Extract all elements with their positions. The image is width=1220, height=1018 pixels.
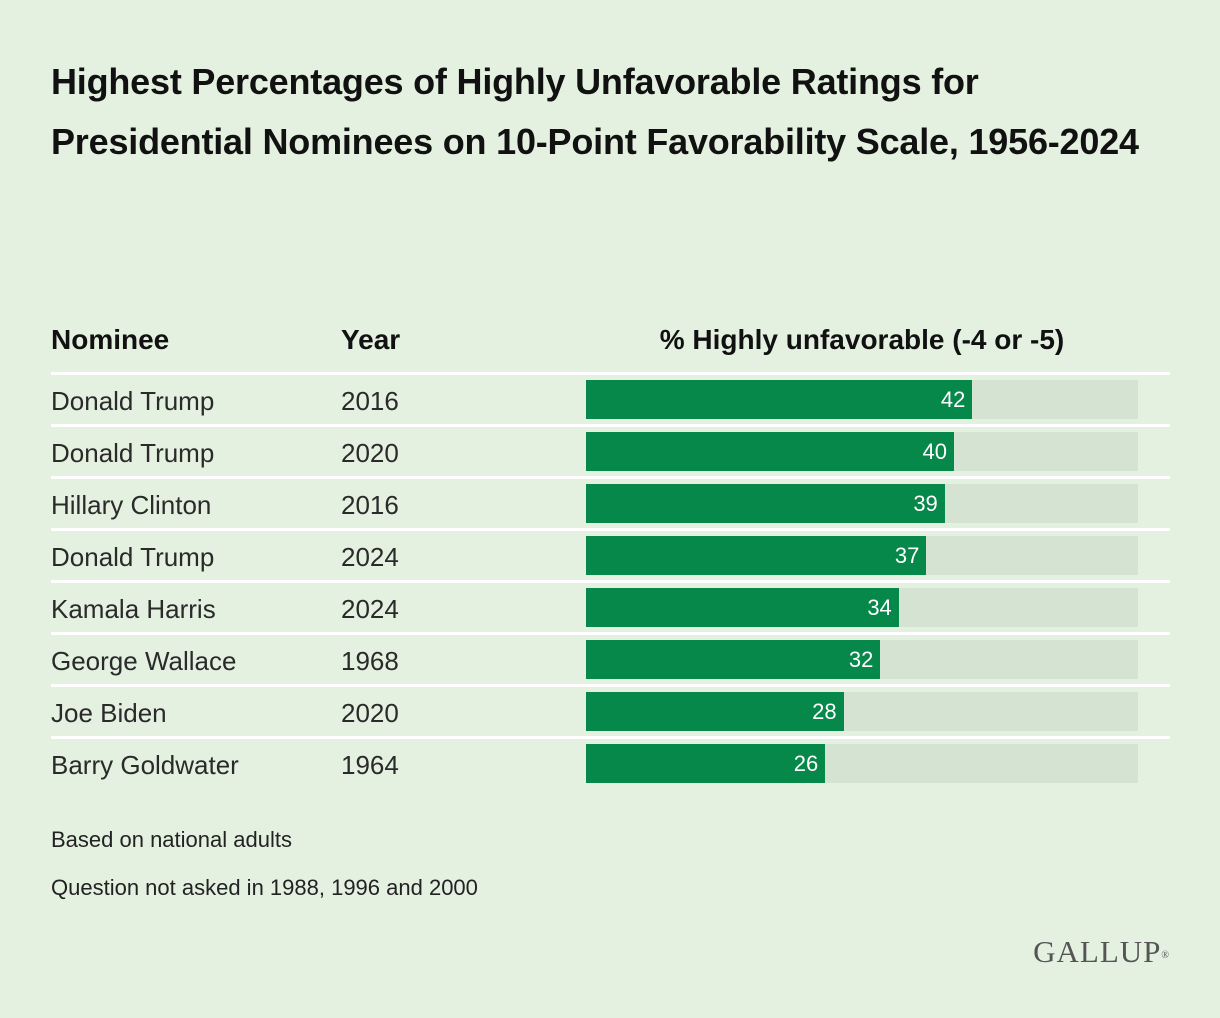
bar-value-label: 39 — [913, 491, 938, 516]
table-row: Barry Goldwater 1964 26 — [51, 736, 1170, 788]
table-row: Donald Trump 2016 42 — [51, 372, 1170, 424]
bar-track: 28 — [586, 692, 1138, 731]
nominee-name: Joe Biden — [51, 698, 167, 728]
table-row: George Wallace 1968 32 — [51, 632, 1170, 684]
bar: 40 — [586, 432, 954, 471]
table-row: Kamala Harris 2024 34 — [51, 580, 1170, 632]
footnote-sample: Based on national adults — [51, 827, 292, 852]
table-row: Joe Biden 2020 28 — [51, 684, 1170, 736]
bar-value-label: 26 — [793, 751, 819, 776]
nominee-year: 2016 — [341, 386, 399, 416]
column-header-value: % Highly unfavorable (-4 or -5) — [659, 324, 1065, 355]
bar-track: 42 — [586, 380, 1138, 419]
bar-value-label: 32 — [848, 647, 874, 672]
bar-rows: Donald Trump 2016 42 Donald Trump 2020 40 Hill… — [51, 372, 1170, 788]
nominee-name: Kamala Harris — [51, 594, 216, 624]
nominee-year: 2016 — [341, 490, 399, 520]
bar: 32 — [586, 640, 881, 679]
nominee-name: Barry Goldwater — [51, 750, 239, 780]
bar: 28 — [586, 692, 844, 731]
chart-title: Highest Percentages of Highly Unfavorabl… — [51, 61, 1139, 162]
bar-value-label: 34 — [867, 595, 892, 620]
nominee-name: Hillary Clinton — [51, 490, 212, 520]
nominee-year: 2024 — [341, 594, 399, 624]
table-row: Donald Trump 2024 37 — [51, 528, 1170, 580]
bar-track: 37 — [586, 536, 1138, 575]
bar: 26 — [586, 744, 826, 783]
bar-track: 26 — [586, 744, 1138, 783]
nominee-year: 2024 — [341, 542, 399, 572]
bar: 34 — [586, 588, 899, 627]
table-row: Donald Trump 2020 40 — [51, 424, 1170, 476]
table-row: Hillary Clinton 2016 39 — [51, 476, 1170, 528]
nominee-year: 1964 — [341, 750, 399, 780]
nominee-name: George Wallace — [51, 646, 237, 676]
nominee-year: 2020 — [341, 698, 399, 728]
column-header-nominee: Nominee — [51, 324, 170, 355]
registered-mark: ® — [1161, 950, 1169, 961]
footnote-question: Question not asked in 1988, 1996 and 200… — [51, 875, 478, 900]
nominee-name: Donald Trump — [51, 438, 215, 468]
nominee-year: 1968 — [341, 646, 399, 676]
gallup-logo: GALLUP® — [1033, 932, 1169, 972]
bar-value-label: 37 — [894, 543, 920, 568]
bar-track: 34 — [586, 588, 1138, 627]
nominee-name: Donald Trump — [51, 542, 215, 572]
bar-value-label: 40 — [922, 439, 947, 464]
logo-text: GALLUP — [1033, 934, 1162, 969]
bar-value-label: 28 — [812, 699, 837, 724]
bar: 39 — [586, 484, 945, 523]
bar-track: 40 — [586, 432, 1138, 471]
nominee-name: Donald Trump — [51, 386, 215, 416]
bar: 42 — [586, 380, 973, 419]
nominee-year: 2020 — [341, 438, 399, 468]
bar-track: 39 — [586, 484, 1138, 523]
bar-track: 32 — [586, 640, 1138, 679]
bar: 37 — [586, 536, 927, 575]
column-header-year: Year — [341, 324, 401, 355]
bar-value-label: 42 — [940, 387, 966, 412]
